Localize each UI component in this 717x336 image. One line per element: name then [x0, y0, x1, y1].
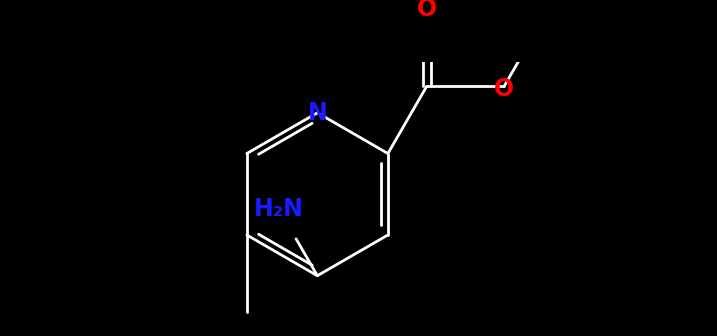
Text: O: O [417, 0, 437, 21]
Text: N: N [308, 101, 327, 125]
Text: H₂N: H₂N [254, 197, 303, 221]
Text: O: O [494, 77, 514, 101]
